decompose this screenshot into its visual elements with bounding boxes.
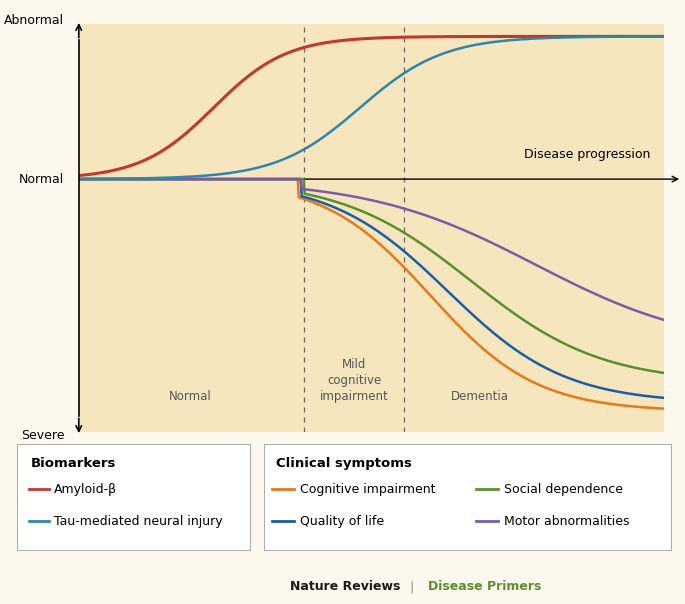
- Text: Severe: Severe: [21, 429, 64, 443]
- Text: Biomarkers: Biomarkers: [31, 457, 116, 470]
- Text: Disease Primers: Disease Primers: [428, 580, 542, 593]
- Text: Normal: Normal: [19, 173, 64, 185]
- Text: Quality of life: Quality of life: [301, 515, 384, 528]
- Text: Mild
cognitive
impairment: Mild cognitive impairment: [320, 358, 388, 403]
- Text: |: |: [406, 580, 418, 593]
- Text: Nature Reviews: Nature Reviews: [290, 580, 401, 593]
- Text: Tau-mediated neural injury: Tau-mediated neural injury: [54, 515, 223, 528]
- Text: Amyloid-β: Amyloid-β: [54, 483, 118, 496]
- Text: Normal: Normal: [169, 390, 212, 403]
- Text: Motor abnormalities: Motor abnormalities: [504, 515, 630, 528]
- Text: Social dependence: Social dependence: [504, 483, 623, 496]
- Text: Abnormal: Abnormal: [4, 13, 64, 27]
- Text: Dementia: Dementia: [451, 390, 509, 403]
- Text: Disease progression: Disease progression: [524, 148, 650, 161]
- Text: Cognitive impairment: Cognitive impairment: [301, 483, 436, 496]
- Text: Clinical symptoms: Clinical symptoms: [276, 457, 412, 470]
